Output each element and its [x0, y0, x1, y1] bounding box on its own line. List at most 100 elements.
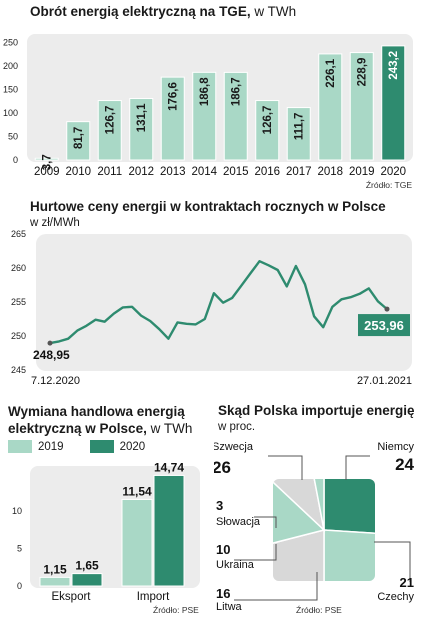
pie-slice: [308, 479, 325, 531]
slice-value-label: 3: [216, 498, 223, 513]
x-tick-label: 2013: [160, 166, 186, 178]
bar: [34, 157, 59, 161]
y-tick-label: 260: [11, 263, 26, 273]
slice-name-label: Ukraina: [216, 559, 255, 571]
bar-value-label: 11,54: [122, 484, 152, 498]
x-tick-label: 2011: [97, 166, 122, 178]
bar-value-label: 186,7: [231, 77, 243, 106]
bar: [223, 71, 248, 161]
chart3-legend: 2019 2020: [8, 440, 145, 453]
y-tick-label: 265: [11, 229, 26, 239]
y-tick-label: 0: [17, 581, 22, 591]
y-tick-label: 5: [17, 544, 22, 554]
bar-value-label: 14,74: [154, 460, 184, 474]
legend-swatch-2020: [89, 440, 114, 453]
leader-line: [234, 544, 277, 561]
y-tick-label: 50: [8, 132, 18, 142]
end-point: [384, 306, 390, 312]
slice-name-label: Szwecja: [214, 441, 254, 453]
bar: [39, 576, 71, 587]
chart2-title: Hurtowe ceny energii w kontraktach roczn…: [30, 199, 386, 214]
x-tick-label: 2019: [349, 166, 375, 178]
bar: [192, 71, 217, 161]
legend-label-2020: 2020: [119, 440, 146, 453]
chart3-title: Wymiana handlowa energią elektryczną w P…: [8, 404, 193, 436]
bar-value-label: 243,2: [388, 51, 400, 80]
slice-value-label: 24: [395, 455, 414, 474]
x-start-label: 7.12.2020: [31, 375, 80, 387]
bar: [318, 53, 343, 161]
pie-slice: [273, 479, 326, 533]
y-tick-label: 100: [3, 108, 18, 118]
bar-value-label: 226,1: [325, 58, 337, 87]
leader-line: [234, 572, 318, 601]
x-category-label: Import: [137, 591, 170, 603]
bar-value-label: 1,65: [75, 559, 99, 573]
leader-line: [374, 541, 411, 582]
bar-value-label: 3,7: [42, 154, 54, 170]
y-tick-label: 250: [11, 331, 26, 341]
x-end-label: 27.01.2021: [357, 375, 412, 387]
bar-value-label: 186,8: [199, 77, 211, 106]
x-tick-label: 2010: [65, 166, 91, 178]
bar: [160, 76, 185, 161]
chart1-unit: w TWh: [254, 4, 297, 19]
pie-slice: [323, 479, 375, 536]
slice-name-label: Słowacja: [216, 516, 261, 528]
slice-name-label: Niemcy: [377, 441, 414, 453]
slice-value-label: 16: [216, 586, 230, 601]
chart3-source: Źródło: PSE: [153, 605, 199, 615]
chart1-panel: [27, 34, 413, 162]
y-tick-label: 150: [3, 85, 18, 95]
bar-value-label: 1,15: [43, 562, 67, 576]
bar: [349, 52, 374, 161]
bar: [97, 100, 122, 161]
end-value-box: [358, 314, 410, 337]
chart4-unit: w proc.: [218, 421, 256, 433]
bar-value-label: 126,7: [105, 106, 117, 135]
bar-value-label: 176,6: [168, 82, 180, 111]
chart3-unit: w TWh: [150, 421, 193, 436]
chart2-unit: w zł/MWh: [30, 217, 80, 229]
bar: [255, 100, 280, 161]
chart1-source: Źródło: TGE: [365, 180, 412, 190]
x-tick-label: 2016: [254, 166, 280, 178]
bar-value-label: 228,9: [357, 58, 369, 87]
bar: [153, 474, 185, 587]
chart1-title: Obrót energią elektryczną na TGE, w TWh: [30, 4, 297, 19]
pie-slice: [273, 529, 325, 581]
bar: [71, 573, 103, 587]
slice-name-label: Czechy: [377, 591, 414, 603]
bar: [66, 121, 91, 161]
x-tick-label: 2009: [34, 166, 60, 178]
y-tick-label: 200: [3, 61, 18, 71]
leader-line: [345, 455, 370, 480]
pie-slice: [323, 529, 375, 581]
slice-value-label: 10: [216, 542, 230, 557]
y-tick-label: 245: [11, 365, 26, 375]
end-value-label: 253,96: [364, 318, 404, 333]
bar: [121, 498, 153, 587]
start-value-label: 248,95: [33, 348, 70, 362]
x-tick-label: 2020: [380, 166, 406, 178]
slice-value-label: 26: [214, 458, 231, 477]
price-line: [49, 260, 388, 345]
y-tick-label: 0: [13, 155, 18, 165]
bar: [286, 107, 311, 161]
pie-slice: [273, 479, 326, 550]
bar-value-label: 81,7: [73, 127, 85, 149]
bar-value-label: 131,1: [136, 103, 148, 132]
start-point: [47, 340, 53, 346]
x-tick-label: 2015: [223, 166, 249, 178]
x-category-label: Eksport: [52, 591, 92, 603]
bar-value-label: 126,7: [262, 106, 274, 135]
x-tick-label: 2014: [191, 166, 217, 178]
y-tick-label: 250: [3, 38, 18, 48]
legend-swatch-2019: [8, 440, 32, 453]
slice-name-label: Litwa: [216, 601, 243, 613]
bar-value-label: 111,7: [294, 113, 306, 141]
legend-label-2019: 2019: [38, 440, 64, 453]
